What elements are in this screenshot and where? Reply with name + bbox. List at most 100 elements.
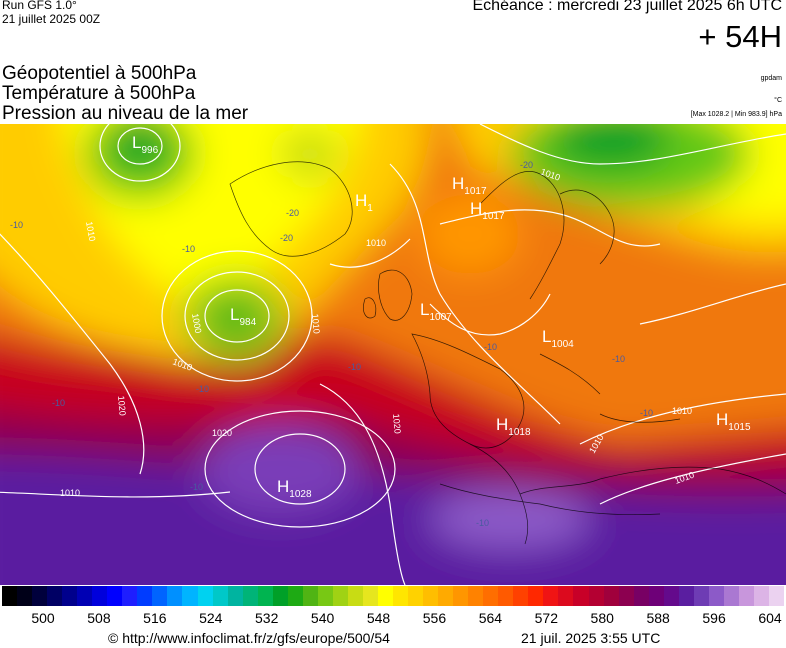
colorbar-swatch [242, 586, 259, 606]
lead-time: + 54H [698, 19, 782, 54]
colorbar-tick-label: 604 [758, 610, 782, 626]
colorbar-swatch [272, 586, 289, 606]
temperature-label: -10 [484, 342, 497, 352]
colorbar-swatch [408, 586, 424, 606]
low-center-1004: L1004 [542, 327, 574, 350]
pressure-range: [Max 1028.2 | Min 983.9] hPa [690, 111, 782, 118]
colorbar-swatch [302, 586, 319, 606]
colorbar-swatch [332, 586, 349, 606]
geopotential-field [0, 124, 786, 585]
isobars [0, 124, 786, 585]
colorbar-swatch [558, 586, 574, 606]
colorbar-swatch [513, 586, 529, 606]
colorbar-swatch [423, 586, 439, 606]
colorbar-swatch [603, 586, 620, 606]
low-center-996: L996 [132, 133, 159, 156]
colorbar-swatch [768, 586, 785, 606]
high-center-1018: H1018 [496, 415, 531, 438]
colorbar-tick-label: 564 [478, 610, 503, 626]
isobar-label: 1020 [116, 395, 128, 416]
colorbar-swatch [287, 586, 304, 606]
high-center-1017-b: H1017 [470, 199, 505, 222]
colorbar-swatch [17, 586, 33, 606]
temperature-label: -10 [612, 354, 625, 364]
temperature-label: -10 [10, 220, 23, 230]
colorbar-swatch [182, 586, 198, 606]
colorbar-tick-label: 524 [199, 610, 223, 626]
colorbar-tick-label: 596 [702, 610, 726, 626]
colorbar-swatch [438, 586, 454, 606]
isobar-label: 1010 [60, 488, 80, 498]
colorbar-swatch [708, 586, 725, 606]
run-date-label: 21 juillet 2025 00Z [2, 12, 101, 26]
colorbar-swatch [227, 586, 244, 606]
colorbar-swatch [693, 586, 710, 606]
temperature-labels: -10 -10 -10 -10 -20 -20 -10 -10 -10 -10 … [10, 160, 653, 528]
high-center-1015: H1015 [716, 410, 751, 433]
colorbar-swatch [663, 586, 680, 606]
temperature-label: -10 [182, 244, 195, 254]
colorbar-tick-label: 540 [310, 610, 335, 626]
colorbar-swatch [648, 586, 665, 606]
colorbar-swatch [483, 586, 499, 606]
isobar-label: 1020 [391, 413, 403, 434]
low-center-984: L984 [230, 305, 257, 328]
colorbar-tick-label: 500 [31, 610, 55, 626]
source-url[interactable]: © http://www.infoclimat.fr/z/gfs/europe/… [108, 630, 390, 646]
colorbar-swatch [152, 586, 168, 606]
temperature-label: -10 [190, 482, 203, 492]
temperature-label: -10 [196, 384, 209, 394]
colorbar-swatch [47, 586, 63, 606]
colorbar-swatch [723, 586, 740, 606]
colorbar-swatch [393, 586, 409, 606]
temperature-label: -20 [520, 160, 533, 170]
isobar-label: 1010 [672, 406, 692, 416]
colorbar-tick-label: 532 [255, 610, 279, 626]
coastlines [229, 161, 786, 545]
colorbar-swatch [678, 586, 695, 606]
colorbar-tick-label: 508 [87, 610, 111, 626]
colorbar-swatch [573, 586, 589, 606]
colorbar-swatch [167, 586, 183, 606]
isobar-label: 1010 [84, 221, 97, 242]
colorbar [0, 586, 786, 608]
colorbar-swatch [453, 586, 469, 606]
colorbar-swatch [107, 586, 123, 606]
temperature-label: -10 [640, 408, 653, 418]
colorbar-swatch [197, 586, 214, 606]
temperature-label: -20 [286, 208, 299, 218]
colorbar-swatch [377, 586, 394, 606]
title-geopotential: Géopotentiel à 500hPa [2, 63, 197, 84]
colorbar-swatch [543, 586, 559, 606]
colorbar-swatch [753, 586, 770, 606]
colorbar-swatch [137, 586, 153, 606]
colorbar-swatch [347, 586, 364, 606]
isobar-label: 1010 [366, 238, 386, 248]
isobar-label: 1010 [310, 313, 322, 334]
colorbar-swatch [588, 586, 605, 606]
temperature-label: -20 [280, 233, 293, 243]
temperature-label: -10 [348, 362, 361, 372]
colorbar-swatch [92, 586, 108, 606]
high-center-small: H1 [355, 191, 373, 214]
title-pressure: Pression au niveau de la mer [2, 103, 249, 124]
colorbar-swatch [257, 586, 274, 606]
colorbar-tick-label: 588 [646, 610, 670, 626]
colorbar-swatch [2, 586, 18, 606]
colorbar-swatch [738, 586, 755, 606]
colorbar-tick-label: 580 [590, 610, 614, 626]
colorbar-tick-label: 556 [422, 610, 447, 626]
colorbar-swatch [468, 586, 484, 606]
colorbar-swatch [618, 586, 635, 606]
colorbar-swatch [212, 586, 229, 606]
colorbar-swatch [62, 586, 78, 606]
colorbar-swatch [32, 586, 48, 606]
colorbar-swatch [362, 586, 379, 606]
forecast-valid-time: Echéance : mercredi 23 juillet 2025 6h U… [472, 0, 783, 14]
pressure-centers: L996 H1017 H1017 H1 L984 L1007 L1004 H10… [132, 133, 751, 500]
weather-map: L996 H1017 H1017 H1 L984 L1007 L1004 H10… [0, 124, 786, 585]
colorbar-labels: 500 508 516 524 532 540 548 556 564 572 580 588 596 6… [0, 608, 786, 628]
colorbar-swatch [122, 586, 138, 606]
generation-date: 21 juil. 2025 3:55 UTC [521, 630, 661, 646]
colorbar-swatch [317, 586, 334, 606]
